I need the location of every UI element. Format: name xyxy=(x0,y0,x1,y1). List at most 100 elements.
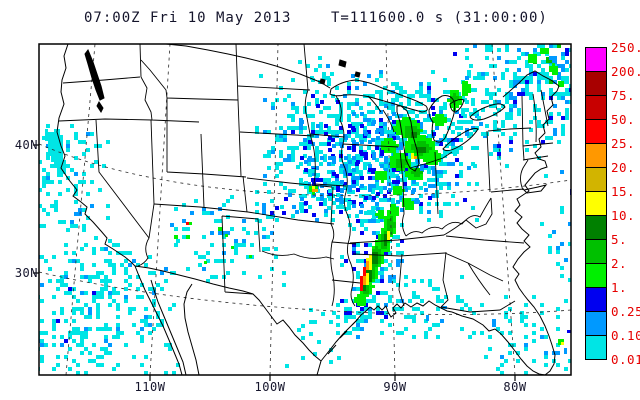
precip-cell xyxy=(313,352,317,356)
precip-cell xyxy=(63,165,66,168)
colorbar-cell xyxy=(585,47,607,72)
precip-cell xyxy=(447,90,451,94)
precip-cell xyxy=(44,259,48,263)
precip-cell xyxy=(300,205,304,209)
precip-cell xyxy=(524,343,528,347)
precip-cell xyxy=(384,168,388,172)
precip-cell xyxy=(501,132,505,136)
precip-cell xyxy=(60,135,63,138)
precip-cell xyxy=(537,64,541,68)
precip-cell xyxy=(399,192,402,195)
precip-cell xyxy=(509,116,513,120)
precip-cell xyxy=(384,251,388,255)
precip-cell xyxy=(352,112,356,116)
precip-cell xyxy=(160,271,164,275)
precip-cell xyxy=(327,130,331,134)
precip-cell xyxy=(324,213,328,217)
precip-cell xyxy=(439,182,443,186)
precip-cell xyxy=(356,251,360,255)
precip-cell xyxy=(388,323,392,327)
precip-cell xyxy=(395,94,399,98)
precip-cell xyxy=(379,74,383,78)
precip-cell xyxy=(461,120,465,124)
precip-cell xyxy=(284,197,288,201)
precip-cell xyxy=(282,271,286,275)
precip-cell xyxy=(431,178,435,182)
precip-cell xyxy=(263,98,267,102)
precip-cell xyxy=(363,291,366,294)
precip-cell xyxy=(348,315,352,319)
precip-cell xyxy=(497,144,501,148)
precip-cell xyxy=(393,222,396,225)
precip-cell xyxy=(66,144,70,148)
precip-cell xyxy=(378,234,381,237)
precip-cell xyxy=(375,158,379,162)
precip-cell xyxy=(275,166,279,170)
precip-cell xyxy=(364,219,368,223)
precip-cell xyxy=(164,267,168,271)
precip-cell xyxy=(521,76,525,80)
precip-cell xyxy=(412,319,416,323)
precip-cell xyxy=(263,182,267,186)
precip-cell xyxy=(459,102,462,105)
precip-cell xyxy=(359,146,363,150)
precip-cell xyxy=(372,255,375,258)
precip-cell xyxy=(459,162,463,166)
precip-cell xyxy=(368,140,372,144)
precip-cell xyxy=(206,259,210,263)
precip-cell xyxy=(441,114,444,117)
precip-cell xyxy=(411,141,414,144)
lake-nipigon xyxy=(319,59,361,85)
precip-cell xyxy=(432,156,435,159)
precip-cell xyxy=(92,291,96,295)
precip-cell xyxy=(375,142,379,146)
precip-cell xyxy=(447,162,451,166)
precip-cell xyxy=(513,76,517,80)
precip-cell xyxy=(372,246,375,249)
precip-cell xyxy=(528,57,531,60)
precip-cell xyxy=(427,94,431,98)
precip-cell xyxy=(393,153,396,156)
precip-cell xyxy=(387,174,391,178)
precip-cell xyxy=(363,297,366,300)
precip-cell xyxy=(384,249,387,252)
precip-cell xyxy=(383,194,387,198)
precip-cell xyxy=(308,169,312,173)
precip-cell xyxy=(108,295,112,299)
precip-cell xyxy=(283,158,287,162)
precip-cell xyxy=(532,359,536,363)
precip-cell xyxy=(303,126,307,130)
precip-cell xyxy=(274,247,278,251)
precip-cell xyxy=(549,92,553,96)
precip-cell xyxy=(462,90,465,93)
precip-cell xyxy=(267,190,271,194)
precip-cell xyxy=(469,112,473,116)
precip-cell xyxy=(40,331,44,335)
precip-cell xyxy=(332,172,336,176)
precip-cell xyxy=(372,279,375,282)
precip-cell xyxy=(255,210,259,214)
precip-cell xyxy=(475,146,479,150)
precip-cell xyxy=(360,184,364,188)
precip-cell xyxy=(572,246,576,250)
precip-cell xyxy=(455,110,459,114)
precip-cell xyxy=(270,231,274,235)
precip-cell xyxy=(242,239,246,243)
precip-cell xyxy=(48,150,51,153)
precip-cell xyxy=(283,186,287,190)
precip-cell xyxy=(403,138,407,142)
precip-cell xyxy=(372,168,376,172)
precip-cell xyxy=(537,44,541,48)
precip-cell xyxy=(561,96,565,100)
precip-cell xyxy=(505,68,509,72)
precip-cell xyxy=(367,146,371,150)
precip-cell xyxy=(116,315,120,319)
precip-cell xyxy=(384,228,387,231)
precip-cell xyxy=(403,182,407,186)
precip-cell xyxy=(356,287,360,291)
precip-cell xyxy=(396,180,400,184)
precip-cell xyxy=(489,96,493,100)
precip-cell xyxy=(388,251,392,255)
precip-cell xyxy=(308,140,312,144)
precip-cell xyxy=(396,331,400,335)
